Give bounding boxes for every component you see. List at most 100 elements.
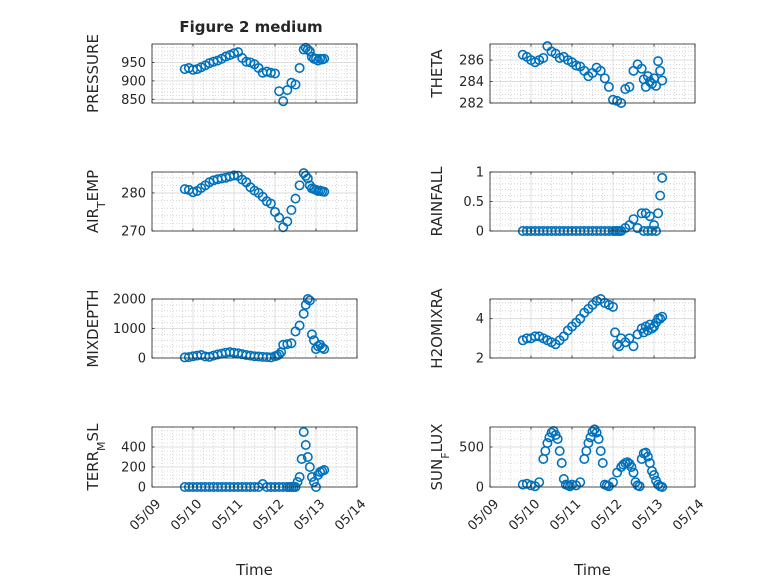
x-tick-label: 05/10	[168, 497, 205, 534]
data-point	[651, 80, 662, 91]
data-point	[591, 427, 602, 438]
data-point	[624, 81, 635, 92]
data-point	[554, 445, 565, 456]
y-tick-label: 0	[476, 225, 484, 240]
figure-title: Figure 2 medium	[179, 18, 322, 36]
data-point	[610, 327, 621, 338]
subplot-6: 2 4 H2OMIXRA	[428, 288, 696, 369]
data-point	[575, 477, 586, 488]
axes-box	[489, 298, 696, 359]
y-tick-label: 950	[121, 56, 146, 71]
data-point	[265, 198, 276, 209]
data-point	[655, 313, 666, 324]
data-point	[653, 56, 664, 67]
subplot-7: 0 200 400 05/09 05/10 05/11 05/12 05/13 05/14 TER…	[84, 423, 369, 579]
axes-box	[151, 43, 358, 104]
data-point	[282, 339, 293, 350]
data-point	[655, 65, 666, 76]
y-tick-label: 280	[121, 186, 146, 201]
axes-box	[489, 43, 696, 104]
y-tick-label: 0	[138, 352, 146, 367]
x-tick-label: 05/13	[291, 497, 328, 534]
data-point	[538, 52, 549, 63]
data-point	[587, 426, 598, 437]
data-point	[313, 55, 324, 66]
y-tick-label: 200	[121, 461, 146, 476]
x-tick-label: 05/11	[209, 497, 246, 534]
x-axis-label: Time	[235, 561, 273, 579]
data-point	[300, 439, 311, 450]
x-tick-label: 05/14	[332, 497, 369, 534]
data-point	[290, 193, 301, 204]
data-point	[304, 295, 315, 306]
axes-box	[489, 426, 696, 488]
data-point	[583, 437, 594, 448]
y-tick-label: 0	[138, 481, 146, 496]
data-point	[274, 349, 285, 360]
data-point	[595, 445, 606, 456]
subplot-5: 0 1000 2000 MIXDEPTH	[84, 289, 358, 368]
data-point	[607, 94, 618, 105]
data-point	[296, 453, 307, 464]
data-point	[302, 44, 313, 55]
data-point	[294, 320, 305, 331]
data-point	[319, 53, 330, 64]
y-axis-label: AIRTEMP	[84, 170, 108, 233]
data-point	[304, 461, 315, 472]
y-tick-label: 900	[121, 74, 146, 89]
data-point	[294, 471, 305, 482]
data-point	[534, 477, 545, 488]
data-point	[286, 205, 297, 216]
data-point	[642, 71, 653, 82]
data-point	[179, 184, 190, 195]
y-tick-label: 286	[459, 54, 484, 69]
data-point	[188, 187, 199, 198]
y-tick-label: 1000	[113, 322, 146, 337]
data-point	[564, 481, 575, 492]
data-point	[599, 73, 610, 84]
y-tick-label: 0.5	[463, 195, 484, 210]
x-tick-label: 05/12	[250, 497, 287, 534]
data-point	[290, 79, 301, 90]
axes-box	[151, 171, 358, 232]
subplot-1: 850 900 950 PRESSURE	[84, 34, 358, 113]
y-tick-label: 270	[121, 225, 146, 240]
y-tick-label: 284	[459, 75, 484, 90]
data-point	[274, 212, 285, 223]
data-point	[298, 308, 309, 319]
y-tick-label: 500	[459, 441, 484, 456]
data-point	[229, 170, 240, 181]
x-tick-label: 05/09	[127, 497, 164, 534]
data-point	[278, 96, 289, 107]
data-point	[657, 172, 668, 183]
y-axis-label: THETA	[428, 49, 446, 99]
data-point	[294, 180, 305, 191]
data-point	[636, 63, 647, 74]
data-point	[657, 311, 668, 322]
data-point	[294, 62, 305, 73]
y-axis-label: MIXDEPTH	[84, 289, 102, 367]
data-point	[319, 344, 330, 355]
data-point	[302, 451, 313, 462]
y-axis-label: SUNFLUX	[428, 424, 452, 491]
y-axis-label: RAINFALL	[428, 166, 446, 237]
y-axis-label: PRESSURE	[84, 34, 102, 113]
x-tick-label: 05/12	[588, 497, 625, 534]
data-point	[525, 480, 536, 491]
subplot-4: 0 0.5 1 RAINFALL	[428, 166, 696, 240]
data-point	[628, 214, 639, 225]
data-point	[657, 75, 668, 86]
data-point	[642, 451, 653, 462]
x-tick-label: 05/10	[506, 497, 543, 534]
y-tick-label: 400	[121, 441, 146, 456]
data-point	[632, 223, 643, 234]
x-tick-label: 05/14	[670, 497, 707, 534]
data-point	[552, 433, 563, 444]
data-point	[556, 457, 567, 468]
data-point	[593, 433, 604, 444]
data-point	[265, 67, 276, 78]
data-point	[317, 342, 328, 353]
y-tick-label: 0	[476, 481, 484, 496]
y-tick-label: 1	[476, 166, 484, 181]
